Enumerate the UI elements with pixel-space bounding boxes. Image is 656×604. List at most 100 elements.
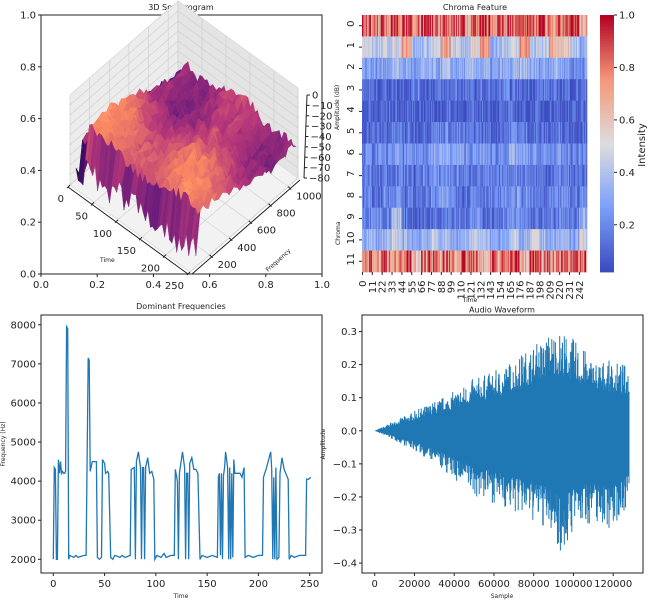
heatmap-cell — [509, 79, 511, 101]
wall-grid-line — [69, 40, 299, 136]
heatmap-cell — [371, 186, 374, 209]
heatmap-cell — [370, 143, 373, 166]
surface-patch — [193, 210, 201, 257]
heatmap-cell — [418, 36, 420, 59]
heatmap-cell — [495, 207, 497, 230]
heatmap-cell — [511, 229, 513, 251]
heatmap-cell — [419, 186, 421, 209]
heatmap-cell — [552, 100, 554, 123]
heatmap-cell — [460, 79, 462, 101]
heatmap-cell — [538, 79, 540, 101]
heatmap-cell — [543, 100, 546, 123]
heatmap-cell — [517, 229, 519, 251]
heatmap-cell — [538, 100, 540, 123]
heatmap-cell — [388, 143, 391, 166]
heatmap-cell — [383, 122, 385, 144]
heatmap-cell — [453, 250, 455, 273]
heatmap-cell — [431, 79, 433, 101]
heatmap-cell — [412, 250, 414, 273]
heatmap-cell — [383, 15, 385, 37]
heatmap-cell — [409, 79, 411, 101]
heatmap-cell — [475, 207, 478, 230]
heatmap-cell — [582, 207, 584, 230]
heatmap-cell — [461, 79, 463, 101]
heatmap-cell — [396, 100, 398, 123]
heatmap-cell — [535, 143, 538, 166]
heatmap-cell — [371, 229, 374, 251]
heatmap-cell — [533, 36, 535, 59]
heatmap-cell — [370, 36, 373, 59]
heatmap-cell — [506, 207, 508, 230]
heatmap-cell — [509, 250, 511, 273]
heatmap-cell — [444, 79, 446, 101]
heatmap-cell — [445, 100, 447, 123]
heatmap-cell — [560, 15, 562, 37]
heatmap-cell — [451, 229, 453, 251]
heatmap-cell — [455, 207, 457, 230]
heatmap-cell — [426, 143, 428, 166]
heatmap-cell — [549, 122, 551, 144]
heatmap-cell — [462, 186, 464, 209]
heatmap-cell — [489, 57, 491, 80]
heatmap-cell — [419, 15, 421, 37]
heatmap-cell — [391, 250, 393, 273]
heatmap-cell — [491, 143, 494, 166]
heatmap-cell — [430, 164, 432, 187]
heatmap-cell — [425, 186, 427, 209]
heatmap-cell — [550, 79, 552, 101]
heatmap-cell — [490, 79, 492, 101]
heatmap-cell — [388, 79, 391, 101]
heatmap-cell — [530, 250, 532, 273]
heatmap-cell — [533, 15, 535, 37]
heatmap-cell — [383, 57, 385, 80]
heatmap-cell — [505, 36, 507, 59]
heatmap-cell — [579, 143, 582, 166]
heatmap-cell — [408, 229, 410, 251]
heatmap-cell — [455, 143, 457, 166]
heatmap-cell — [582, 79, 584, 101]
heatmap-cell — [441, 229, 443, 251]
heatmap-cell — [581, 250, 583, 273]
heatmap-cell — [381, 57, 383, 80]
heatmap-cell — [405, 186, 407, 209]
heatmap-cell — [448, 164, 451, 187]
heatmap-cell — [573, 79, 575, 101]
heatmap-cell — [510, 15, 512, 37]
heatmap-cell — [560, 79, 562, 101]
heatmap-cell — [532, 250, 534, 273]
heatmap-cell — [435, 229, 437, 251]
heatmap-cell — [483, 122, 486, 144]
heatmap-cell — [445, 250, 447, 273]
heatmap-cell — [545, 186, 547, 209]
heatmap-cell — [461, 229, 463, 251]
heatmap-cell — [418, 207, 420, 230]
heatmap-cell — [423, 122, 426, 144]
heatmap-cell — [514, 36, 516, 59]
heatmap-cell — [572, 143, 574, 166]
heatmap-cell — [535, 36, 537, 59]
x-tick-label: 80000 — [518, 579, 550, 590]
heatmap-cell — [362, 143, 364, 166]
heatmap-cell — [417, 79, 419, 101]
heatmap-cell — [404, 250, 406, 273]
heatmap-cell — [558, 100, 560, 123]
heatmap-cell — [543, 250, 546, 273]
heatmap-cell — [551, 36, 553, 59]
heatmap-cell — [408, 143, 410, 166]
heatmap-cell — [408, 164, 410, 187]
heatmap-cell — [397, 15, 400, 37]
heatmap-cell — [428, 164, 430, 187]
heatmap-cell — [433, 164, 435, 187]
heatmap-cell — [501, 79, 504, 101]
heatmap-cell — [569, 164, 572, 187]
heatmap-cell — [441, 122, 443, 144]
heatmap-cell — [545, 36, 547, 59]
y-tick-label: 2000 — [11, 555, 36, 566]
heatmap-cell — [425, 100, 427, 123]
colorbar-segment — [600, 22, 614, 26]
heatmap-cell — [475, 79, 478, 101]
heatmap-cell — [411, 143, 413, 166]
heatmap-cell — [507, 79, 509, 101]
heatmap-cell — [395, 229, 397, 251]
heatmap-cell — [557, 186, 559, 209]
